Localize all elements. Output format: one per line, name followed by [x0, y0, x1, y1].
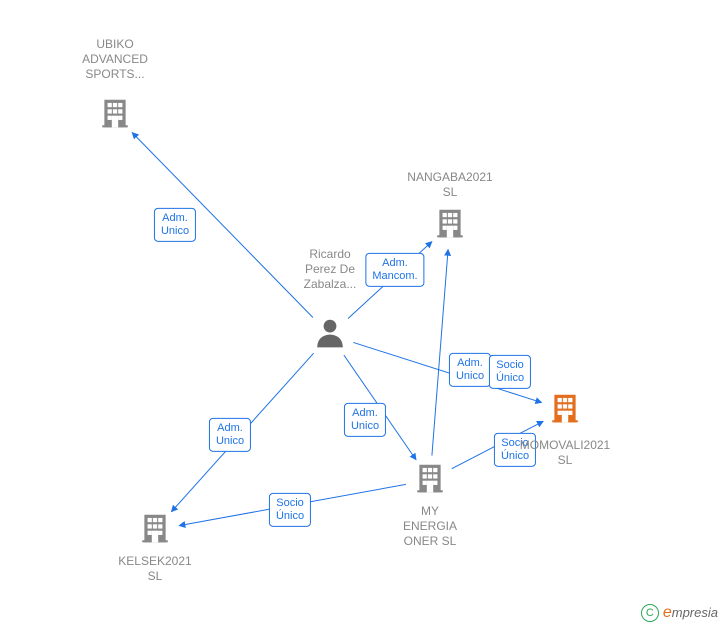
graph-svg	[0, 0, 728, 630]
edge	[179, 484, 406, 525]
credit: C empresia	[641, 604, 718, 622]
edge	[171, 353, 313, 512]
edge	[344, 355, 416, 460]
credit-text: empresia	[663, 604, 718, 622]
edge	[348, 242, 432, 319]
copyright-icon: C	[641, 604, 659, 622]
edge	[132, 133, 313, 318]
edge	[452, 421, 544, 468]
edge	[432, 249, 448, 455]
edge	[353, 342, 541, 402]
